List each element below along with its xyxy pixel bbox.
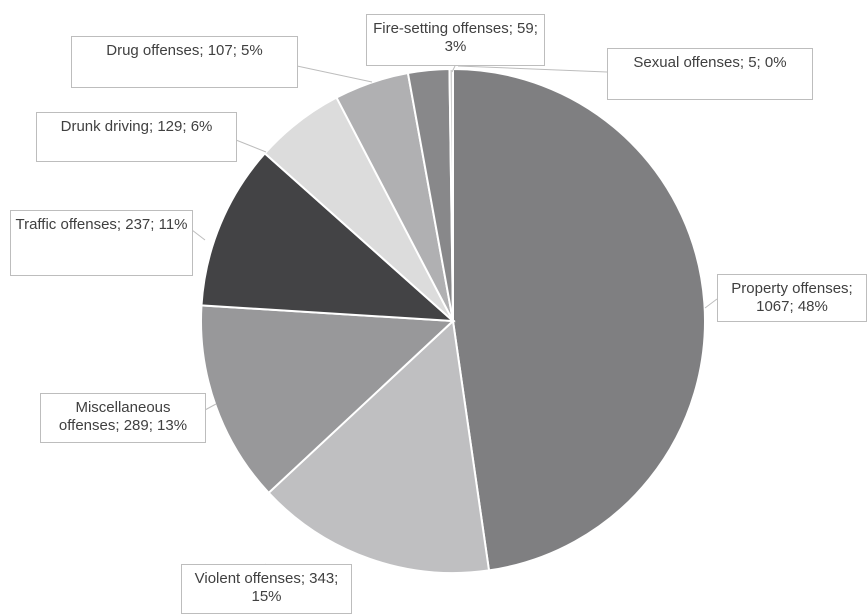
leader-line [457,65,608,73]
data-label: Miscellaneous offenses; 289; 13% [40,393,206,443]
leader-line [451,65,456,73]
data-label: Drug offenses; 107; 5% [71,36,298,88]
pie-slice [200,151,456,323]
leader-line [191,229,206,241]
data-label: Violent offenses; 343; 15% [181,564,352,614]
leader-line [296,65,373,83]
leader-line [235,139,267,153]
data-label: Sexual offenses; 5; 0% [607,48,813,100]
pie-slice [200,304,456,495]
data-label: Traffic offenses; 237; 11% [10,210,193,276]
data-label: Drunk driving; 129; 6% [36,112,237,162]
pie-slice [267,318,491,574]
leader-line [204,403,217,411]
pie-slice [452,67,706,572]
data-label: Fire-setting offenses; 59; 3% [366,14,545,66]
leader-line [704,298,718,309]
data-label: Property offenses; 1067; 48% [717,274,867,322]
